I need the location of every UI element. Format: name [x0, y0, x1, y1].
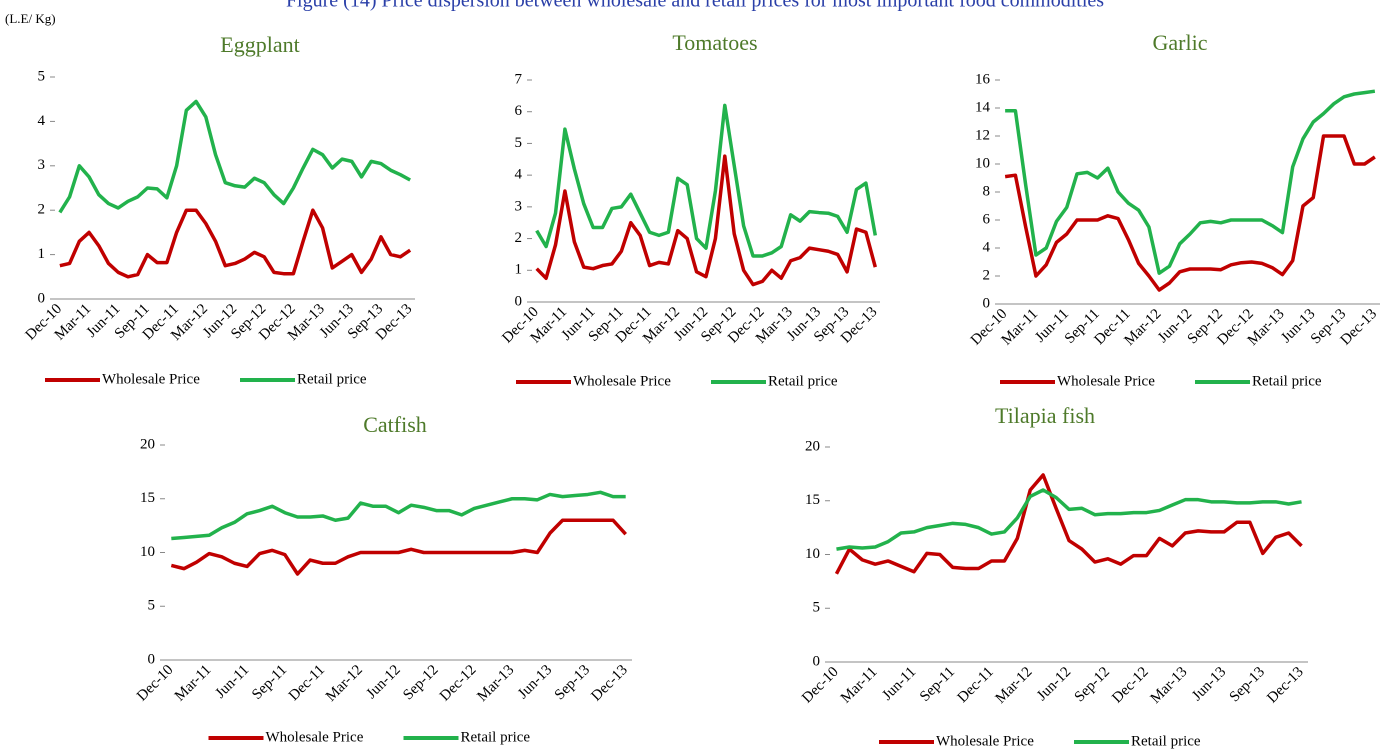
- x-tick-label: Mar-11: [172, 662, 215, 705]
- legend-label: Wholesale Price: [102, 371, 200, 387]
- x-tick-label: Mar-13: [474, 662, 517, 705]
- legend-label: Wholesale Price: [266, 729, 364, 745]
- x-tick-label: Dec-13: [588, 662, 631, 705]
- figure-title: Figure (14) Price dispersion between who…: [286, 0, 1104, 12]
- x-tick-label: Mar-12: [993, 664, 1036, 707]
- x-tick-label: Jun-11: [213, 662, 253, 702]
- y-tick-label: 20: [805, 438, 820, 454]
- unit-label: (L.E/ Kg): [5, 11, 56, 26]
- y-tick-label: 2: [38, 202, 46, 218]
- legend-label: Retail price: [768, 373, 838, 389]
- x-tick-label: Mar-12: [323, 662, 366, 705]
- y-tick-label: 0: [983, 295, 991, 311]
- y-tick-label: 5: [38, 68, 46, 84]
- chart: Catfish05101520Dec-10Mar-11Jun-11Sep-11D…: [134, 412, 632, 745]
- y-tick-label: 4: [38, 113, 46, 129]
- y-tick-label: 14: [975, 99, 991, 115]
- x-tick-label: Dec-10: [799, 664, 842, 707]
- y-tick-label: 12: [975, 127, 990, 143]
- y-tick-label: 3: [515, 198, 523, 214]
- x-tick-label: Sep-11: [917, 664, 958, 705]
- series-line: [58, 99, 411, 214]
- series-line: [836, 488, 1302, 551]
- y-tick-label: 8: [983, 183, 991, 199]
- y-tick-label: 1: [38, 246, 46, 262]
- x-tick-label: Sep-13: [552, 662, 593, 703]
- y-tick-label: 6: [515, 103, 523, 119]
- y-tick-label: 16: [975, 71, 991, 87]
- x-tick-label: Sep-11: [249, 662, 290, 703]
- series-line: [171, 490, 626, 541]
- legend-label: Retail price: [461, 729, 531, 745]
- y-tick-label: 0: [38, 290, 46, 306]
- y-tick-label: 1: [515, 262, 523, 278]
- chart: Eggplant012345Dec-10Mar-11Jun-11Sep-11De…: [23, 32, 416, 387]
- chart-title: Garlic: [1153, 30, 1208, 55]
- x-tick-label: Dec-13: [1264, 664, 1307, 707]
- y-tick-label: 20: [140, 436, 155, 452]
- series-line: [535, 103, 878, 258]
- series-line: [1005, 89, 1376, 275]
- chart: Tilapia fish05101520Dec-10Mar-11Jun-11Se…: [799, 403, 1308, 749]
- x-tick-label: Jun-13: [1189, 664, 1229, 704]
- y-tick-label: 4: [515, 167, 523, 183]
- series-line: [59, 208, 412, 279]
- chart-title: Catfish: [363, 412, 427, 437]
- chart: Garlic0246810121416Dec-10Mar-11Jun-11Sep…: [968, 30, 1380, 389]
- x-tick-label: Jun-13: [515, 662, 555, 702]
- series-line: [170, 518, 627, 576]
- y-tick-label: 6: [983, 211, 991, 227]
- y-tick-label: 5: [148, 598, 156, 614]
- series-line: [1004, 134, 1376, 292]
- x-tick-label: Jun-12: [1034, 664, 1074, 704]
- legend-label: Retail price: [297, 371, 367, 387]
- x-tick-label: Dec-10: [134, 662, 177, 705]
- x-tick-label: Dec-11: [955, 664, 997, 706]
- x-tick-label: Dec-12: [1109, 664, 1152, 707]
- legend-label: Retail price: [1131, 733, 1201, 749]
- x-tick-label: Jun-11: [879, 664, 919, 704]
- x-tick-label: Dec-11: [286, 662, 328, 704]
- y-tick-label: 15: [805, 492, 820, 508]
- y-tick-label: 4: [983, 239, 991, 255]
- y-tick-label: 5: [813, 600, 821, 616]
- y-tick-label: 10: [140, 544, 155, 560]
- x-tick-label: Dec-12: [437, 662, 480, 705]
- series-line: [834, 473, 1303, 575]
- x-tick-label: Sep-13: [1227, 664, 1268, 705]
- x-tick-label: Mar-13: [1148, 664, 1191, 707]
- legend-label: Retail price: [1252, 373, 1322, 389]
- chart-title: Tilapia fish: [995, 403, 1095, 428]
- y-tick-label: 2: [515, 230, 523, 246]
- y-tick-label: 0: [813, 653, 821, 669]
- chart-title: Eggplant: [220, 32, 299, 57]
- chart: Tomatoes01234567Dec-10Mar-11Jun-11Sep-11…: [499, 30, 880, 389]
- x-tick-label: Mar-11: [838, 664, 881, 707]
- y-tick-label: 3: [38, 157, 46, 173]
- y-tick-label: 10: [805, 546, 820, 562]
- y-tick-label: 2: [983, 267, 991, 283]
- y-tick-label: 0: [148, 651, 156, 667]
- y-tick-label: 15: [140, 490, 155, 506]
- x-tick-label: Sep-12: [400, 662, 441, 703]
- legend-label: Wholesale Price: [573, 373, 671, 389]
- y-tick-label: 5: [515, 135, 523, 151]
- y-tick-label: 7: [515, 71, 523, 87]
- x-tick-label: Sep-12: [1072, 664, 1113, 705]
- chart-title: Tomatoes: [672, 30, 757, 55]
- legend-label: Wholesale Price: [1057, 373, 1155, 389]
- x-tick-label: Jun-12: [364, 662, 404, 702]
- y-tick-label: 0: [515, 293, 523, 309]
- legend-label: Wholesale Price: [936, 733, 1034, 749]
- series-line: [535, 154, 877, 287]
- y-tick-label: 10: [975, 155, 990, 171]
